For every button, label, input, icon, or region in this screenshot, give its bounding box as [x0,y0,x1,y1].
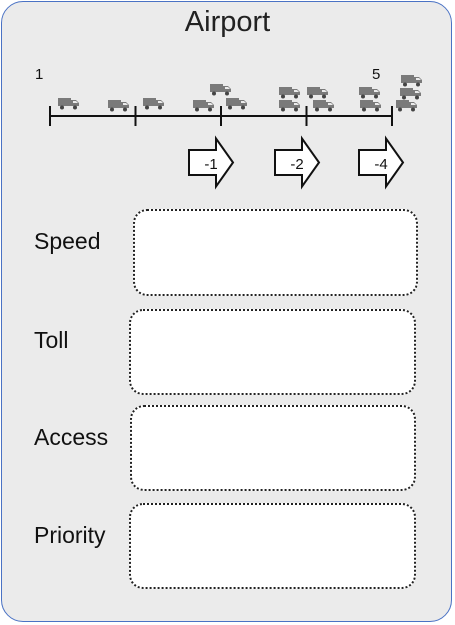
row-label-access: Access [34,424,109,450]
scale-end-label: 5 [372,66,381,83]
truck-icon [313,100,334,112]
truck-icon [108,100,129,112]
speed-field[interactable] [133,209,418,296]
truck-icon [360,100,381,112]
row-label-priority: Priority [34,522,106,548]
truck-icon [210,84,231,96]
truck-icon [143,98,164,110]
access-field[interactable] [130,405,416,491]
truck-icon [279,100,300,112]
truck-icon [396,100,417,112]
scale-start-label: 1 [35,66,44,83]
truck-icon [359,87,380,99]
row-label-speed: Speed [34,228,101,254]
truck-icon [401,75,422,87]
truck-icon [279,87,300,99]
traffic-scale: -1 -2 -4 [49,75,422,190]
adjustment-arrow: -4 [358,135,405,190]
arrow-label: -2 [290,156,303,173]
truck-icon [400,88,421,100]
priority-field[interactable] [129,503,416,589]
truck-icon [226,98,247,110]
adjustment-arrow: -1 [188,135,235,190]
arrow-label: -4 [374,156,387,173]
truck-icon [307,87,328,99]
adjustment-arrow: -2 [274,135,321,190]
arrow-label: -1 [204,156,217,173]
row-label-toll: Toll [34,327,69,353]
card-title: Airport [184,6,271,38]
truck-icon [193,100,214,112]
truck-icon [58,98,79,110]
toll-field[interactable] [129,309,416,395]
